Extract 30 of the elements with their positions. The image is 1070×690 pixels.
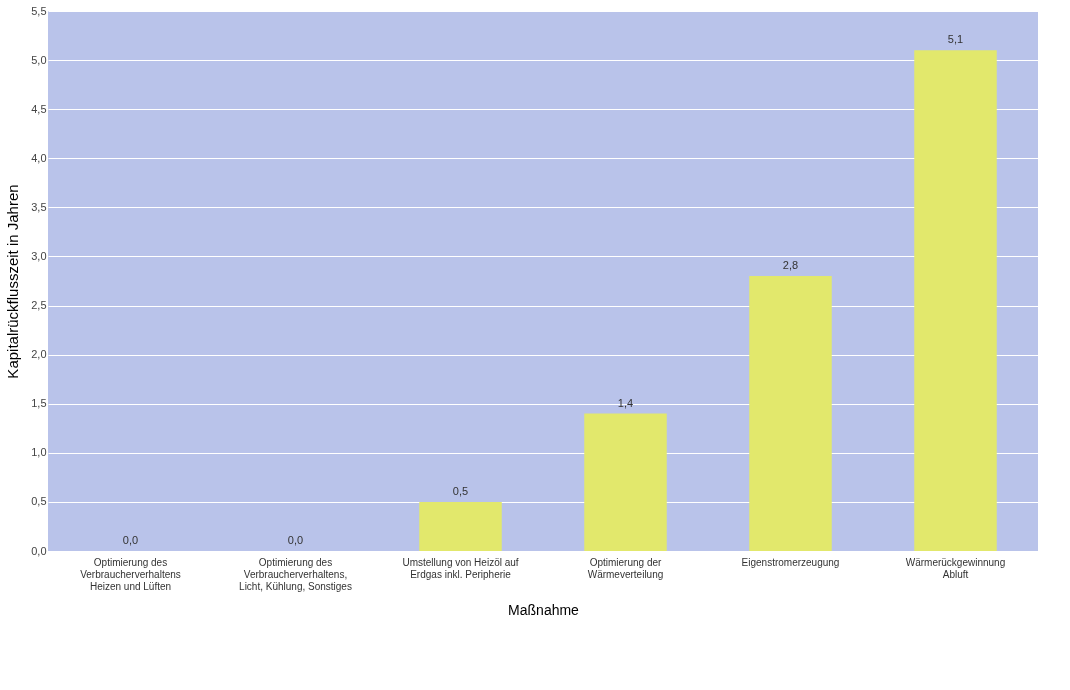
y-tick-label: 5,5 (31, 4, 47, 17)
y-axis-title: Kapitalrückflusszeit in Jahren (4, 184, 22, 379)
bar (584, 413, 667, 551)
y-tick-label: 0,0 (31, 544, 47, 557)
y-tick-label: 3,0 (31, 249, 47, 262)
x-tick-label: Optimierung des Verbraucherverhaltens Heizen und Lüften (80, 556, 181, 592)
y-tick-label: 1,0 (31, 446, 47, 459)
x-tick-label: Umstellung von Heizöl auf Erdgas inkl. Peripherie (402, 556, 519, 580)
x-tick-label: Wärmerückgewinnung Abluft (905, 556, 1006, 580)
y-tick-label: 1,5 (31, 397, 47, 410)
data-label: 5,1 (947, 33, 964, 46)
data-label: 1,4 (617, 396, 634, 409)
bar (749, 276, 832, 551)
y-tick-label: 3,5 (31, 200, 47, 213)
data-label: 0,0 (287, 534, 304, 546)
x-tick-label: Optimierung der Wärmeverteilung (587, 556, 664, 580)
x-tick-label: Eigenstromerzeugung (741, 556, 840, 568)
data-label: 2,8 (782, 259, 799, 272)
y-tick-label: 2,5 (31, 299, 47, 312)
bar (419, 501, 502, 551)
x-axis-title: Maßnahme (508, 601, 580, 618)
y-tick-label: 0,5 (31, 495, 47, 508)
y-tick-label: 2,0 (31, 348, 47, 361)
data-label: 0,5 (452, 484, 469, 497)
y-tick-label: 4,0 (31, 151, 47, 164)
bar (914, 50, 997, 551)
x-tick-label: Optimierung des Verbraucherverhaltens, Licht, Kühlung, Sonstiges (239, 556, 352, 592)
data-label: 0,0 (122, 534, 139, 546)
y-tick-label: 4,5 (31, 102, 47, 115)
y-tick-label: 5,0 (31, 53, 47, 66)
